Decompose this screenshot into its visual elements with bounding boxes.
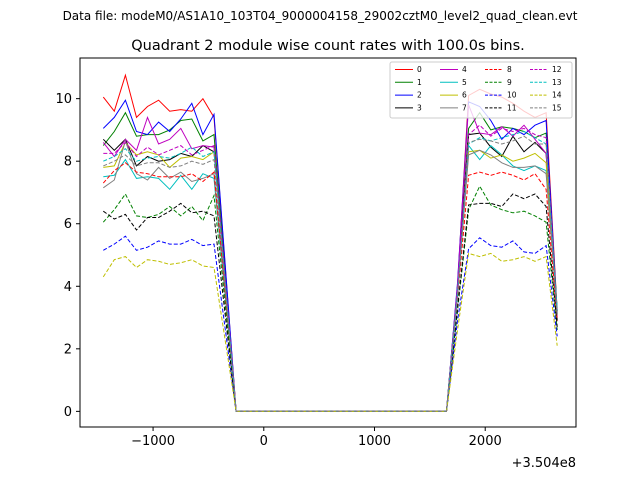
- series-line-15: [103, 135, 558, 412]
- legend-label-9: 9: [507, 78, 512, 87]
- legend-label-6: 6: [462, 91, 467, 100]
- legend-box: [389, 61, 573, 119]
- legend-label-4: 4: [462, 65, 467, 74]
- series-layer: [102, 73, 558, 412]
- legend-label-5: 5: [462, 78, 467, 87]
- legend-label-13: 13: [552, 78, 562, 87]
- y-tick-label: 10: [55, 92, 72, 107]
- y-tick-label: 2: [64, 342, 72, 357]
- series-line-2: [102, 99, 558, 412]
- series-line-8: [102, 162, 558, 412]
- legend-label-12: 12: [552, 65, 562, 74]
- figure-suptitle: Data file: modeM0/AS1A10_103T04_90000041…: [63, 9, 578, 23]
- series-line-7: [103, 139, 558, 412]
- legend-label-8: 8: [507, 65, 512, 74]
- chart-title: Quadrant 2 module wise count rates with …: [131, 38, 525, 54]
- series-line-4: [102, 104, 558, 412]
- y-tick-label: 6: [64, 217, 72, 232]
- legend-label-2: 2: [417, 91, 422, 100]
- y-tick-label: 0: [64, 405, 72, 420]
- series-line-3: [102, 132, 558, 412]
- series-line-13: [103, 130, 558, 412]
- x-tick-label: 1000: [358, 434, 391, 449]
- x-axis: −1000 0 1000 2000: [131, 427, 502, 449]
- series-line-12: [103, 124, 558, 412]
- series-line-6: [103, 141, 558, 412]
- series-line-0: [102, 73, 558, 412]
- series-line-9: [102, 185, 558, 412]
- y-tick-label: 8: [64, 155, 72, 170]
- legend-label-7: 7: [462, 103, 467, 112]
- y-axis: 0 2 4 6 8 10: [55, 92, 80, 420]
- plot-frame: [79, 57, 577, 428]
- legend-label-11: 11: [507, 103, 517, 112]
- legend-label-1: 1: [417, 78, 422, 87]
- legend-label-0: 0: [417, 65, 422, 74]
- x-offset-label: +3.504e8: [512, 456, 576, 471]
- legend-label-14: 14: [552, 91, 562, 100]
- series-line-5: [103, 144, 558, 412]
- legend-label-10: 10: [507, 91, 517, 100]
- legend-label-15: 15: [552, 103, 562, 112]
- series-line-11: [103, 193, 558, 412]
- legend-label-3: 3: [417, 103, 422, 112]
- y-tick-label: 4: [64, 280, 72, 295]
- series-line-14: [102, 252, 558, 412]
- x-tick-label: 0: [260, 434, 268, 449]
- x-tick-label: 2000: [469, 434, 502, 449]
- series-line-10: [103, 235, 558, 412]
- x-tick-label: −1000: [131, 434, 175, 449]
